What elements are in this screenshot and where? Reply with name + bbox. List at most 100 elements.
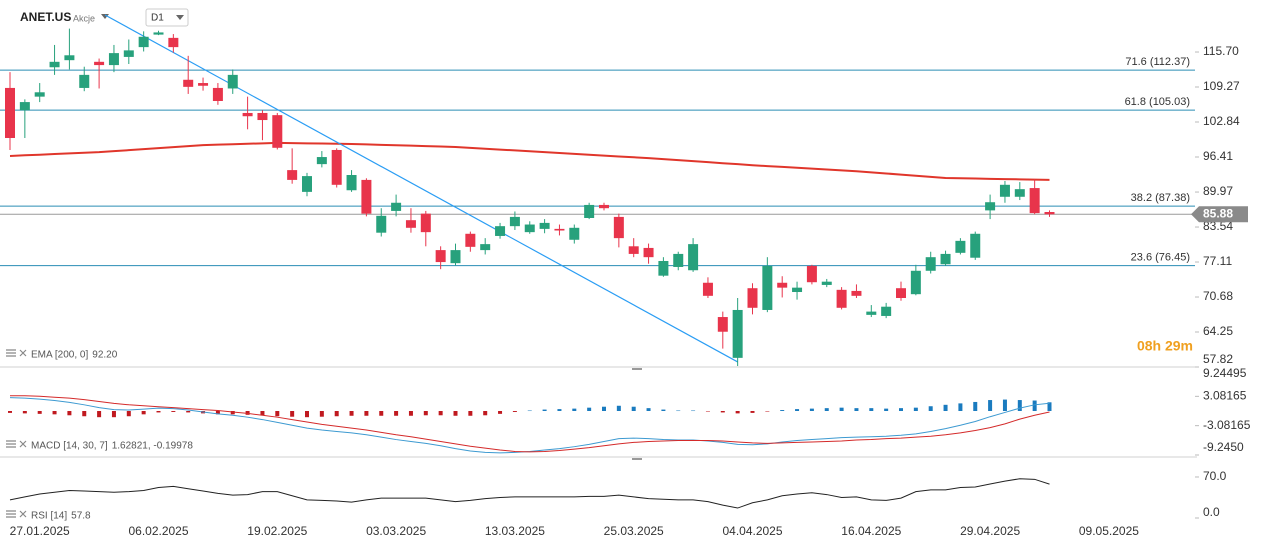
histogram-bar — [319, 410, 324, 417]
candle-body — [49, 61, 60, 68]
candle-body — [673, 253, 684, 267]
candle-body — [168, 37, 179, 48]
candle-body — [361, 179, 372, 214]
candle-body — [108, 53, 119, 66]
histogram-bar — [512, 410, 517, 412]
candle-body — [702, 282, 713, 296]
histogram-bar — [260, 410, 265, 416]
histogram-bar — [839, 407, 844, 411]
histogram-bar — [527, 410, 532, 412]
timeframe[interactable]: D1 — [151, 13, 164, 24]
histogram-bar — [735, 410, 740, 414]
x-tick-label: 13.03.2025 — [485, 524, 545, 538]
candle-body — [391, 202, 402, 211]
histogram-bar — [275, 410, 280, 417]
y-tick-label: 96.41 — [1203, 149, 1233, 163]
candle-body — [5, 87, 15, 139]
candle-body — [420, 213, 431, 233]
fib-level-label: 38.2 (87.38) — [1131, 192, 1190, 204]
x-tick-label: 06.02.2025 — [128, 524, 188, 538]
candle-body — [138, 36, 149, 48]
current-price-badge — [1191, 206, 1248, 223]
histogram-bar — [1017, 400, 1022, 411]
candle-body — [302, 176, 312, 192]
histogram-bar — [616, 405, 621, 411]
histogram-bar — [705, 410, 710, 412]
histogram-bar — [22, 410, 27, 414]
macd-line — [10, 395, 1050, 453]
candle-body — [316, 157, 327, 165]
histogram-bar — [8, 410, 12, 413]
candle-body — [34, 92, 45, 97]
timeframe-dropdown[interactable] — [176, 15, 184, 20]
symbol[interactable]: ANET.US — [20, 10, 71, 24]
candle-body — [806, 265, 817, 283]
y-tick-label: 70.0 — [1203, 469, 1227, 483]
histogram-bar — [171, 410, 176, 412]
histogram-bar — [305, 410, 309, 418]
candle-body — [19, 102, 30, 111]
histogram-bar — [750, 410, 755, 413]
y-tick-label: 57.82 — [1203, 352, 1233, 366]
candle-body — [495, 226, 506, 236]
histogram-bar — [52, 410, 57, 415]
histogram-bar — [483, 410, 488, 416]
candle-body — [658, 260, 669, 276]
histogram-bar — [349, 410, 354, 416]
histogram-bar — [111, 410, 116, 418]
legend-value: 57.8 — [71, 511, 91, 522]
histogram-bar — [661, 409, 666, 411]
histogram-bar — [498, 410, 503, 414]
y-tick-label: -3.08165 — [1203, 418, 1251, 432]
fib-level-label: 71.6 (112.37) — [1125, 56, 1190, 68]
candle-body — [1014, 189, 1025, 197]
y-tick-label: 77.11 — [1203, 254, 1232, 268]
histogram-bar — [765, 410, 770, 412]
candle-body — [777, 282, 788, 288]
legend-icons — [6, 349, 27, 518]
candle-body — [747, 288, 758, 308]
histogram-bar — [67, 410, 72, 416]
histogram-bar — [423, 410, 428, 416]
y-tick-label: 9.24495 — [1203, 366, 1247, 380]
fib-level-label: 23.6 (76.45) — [1131, 252, 1190, 264]
candle-body — [79, 74, 90, 88]
timeframe-box[interactable] — [145, 8, 189, 27]
candle-body — [569, 227, 580, 240]
candle-body — [554, 228, 565, 231]
candle-body — [866, 311, 877, 315]
histogram-bar — [676, 410, 681, 412]
candle-body — [435, 250, 446, 263]
y-tick-label: -9.2450 — [1203, 440, 1244, 454]
x-tick-label: 19.02.2025 — [247, 524, 307, 538]
candle-body — [821, 281, 832, 285]
histogram-bar — [97, 410, 102, 418]
candle-body — [465, 233, 476, 247]
x-tick-label: 09.05.2025 — [1079, 524, 1139, 538]
candle-body — [1044, 212, 1055, 215]
histogram-bar — [156, 410, 161, 413]
histogram-bar — [869, 408, 874, 411]
candle-body — [732, 309, 743, 358]
legend-label: RSI [14] — [31, 511, 67, 522]
histogram-bar — [1047, 402, 1052, 411]
symbol-dropdown[interactable] — [101, 14, 109, 19]
histogram-bar — [824, 408, 829, 411]
candle-body — [896, 288, 906, 298]
x-tick-label: 29.04.2025 — [960, 524, 1020, 538]
candle-body — [955, 240, 966, 253]
y-tick-label: 0.0 — [1203, 505, 1220, 519]
candle-body — [1029, 188, 1040, 214]
histogram-bar — [215, 410, 220, 415]
candle-body — [272, 115, 283, 148]
rsi-line — [9, 478, 1050, 509]
histogram-bar — [126, 410, 131, 417]
legend-value: 92.20 — [92, 350, 117, 361]
candle-body — [257, 112, 268, 121]
candle-body — [792, 287, 803, 293]
x-tick-label: 04.04.2025 — [722, 524, 782, 538]
candle-body — [94, 61, 105, 66]
histogram-bar — [82, 410, 87, 417]
y-tick-label: 64.25 — [1203, 324, 1233, 338]
